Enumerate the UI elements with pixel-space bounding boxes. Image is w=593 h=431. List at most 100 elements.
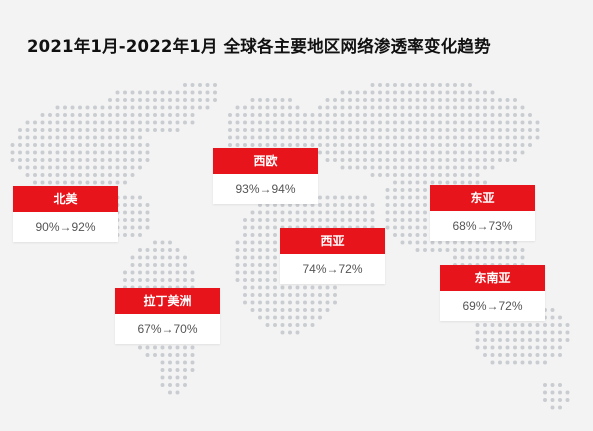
map-dot (130, 263, 135, 267)
map-dot (550, 398, 555, 402)
map-dot (400, 83, 405, 87)
map-dot (393, 150, 397, 155)
map-dot (175, 128, 180, 132)
map-dot (160, 360, 165, 365)
map-dot (438, 113, 442, 117)
map-dot (445, 113, 450, 117)
map-dot (310, 308, 315, 312)
map-dot (513, 128, 517, 132)
map-dot (355, 158, 360, 162)
map-dot (85, 105, 90, 110)
map-dot (250, 248, 255, 252)
map-dot (123, 233, 127, 237)
map-dot (123, 113, 127, 117)
map-dot (280, 218, 285, 222)
map-dot (318, 218, 322, 222)
map-dot (250, 105, 255, 110)
map-dot (168, 390, 172, 395)
map-dot (415, 113, 420, 117)
map-dot (475, 330, 480, 335)
map-dot (423, 128, 427, 132)
map-dot (445, 143, 450, 147)
map-dot (168, 105, 172, 110)
map-dot (408, 165, 412, 170)
map-dot (535, 323, 540, 327)
map-dot (408, 180, 412, 185)
map-dot (265, 293, 270, 297)
map-dot (100, 105, 105, 110)
map-dot (258, 218, 262, 222)
map-dot (250, 210, 255, 215)
map-dot (85, 158, 90, 162)
map-dot (258, 285, 262, 290)
map-dot (175, 360, 180, 365)
map-dot (160, 383, 165, 387)
map-dot (535, 330, 540, 335)
map-dot (243, 255, 247, 260)
map-dot (498, 360, 502, 365)
map-dot (183, 120, 187, 125)
map-dot (550, 330, 555, 335)
map-dot (513, 143, 517, 147)
map-dot (505, 323, 510, 327)
map-dot (438, 158, 442, 162)
map-dot (423, 233, 427, 237)
map-dot (258, 105, 262, 110)
map-dot (273, 323, 277, 327)
map-dot (445, 83, 450, 87)
map-dot (288, 308, 292, 312)
map-dot (265, 263, 270, 267)
map-dot (318, 300, 322, 305)
map-dot (483, 105, 487, 110)
map-dot (513, 105, 517, 110)
map-dot (340, 203, 345, 207)
map-dot (280, 113, 285, 117)
map-dot (265, 218, 270, 222)
map-dot (385, 203, 390, 207)
map-dot (415, 248, 420, 252)
map-dot (460, 135, 465, 140)
map-dot (543, 330, 547, 335)
map-dot (288, 113, 292, 117)
map-dot (348, 105, 352, 110)
map-dot (408, 135, 412, 140)
map-dot (513, 248, 517, 252)
map-dot (265, 113, 270, 117)
map-dot (168, 353, 172, 357)
map-dot (333, 135, 337, 140)
map-dot (280, 128, 285, 132)
map-dot (70, 113, 75, 117)
map-dot (453, 105, 457, 110)
map-dot (423, 188, 427, 192)
map-dot (505, 338, 510, 342)
map-dot (123, 120, 127, 125)
map-dot (93, 113, 97, 117)
map-dot (273, 255, 277, 260)
map-dot (25, 135, 30, 140)
map-dot (168, 383, 172, 387)
map-dot (145, 90, 150, 95)
map-dot (250, 278, 255, 282)
map-dot (288, 300, 292, 305)
map-dot (175, 263, 180, 267)
map-dot (513, 345, 517, 350)
map-dot (213, 98, 217, 102)
map-dot (138, 128, 142, 132)
map-dot (333, 203, 337, 207)
map-dot (438, 128, 442, 132)
map-dot (160, 375, 165, 380)
map-dot (415, 143, 420, 147)
map-dot (108, 173, 112, 177)
map-dot (370, 120, 375, 125)
map-dot (468, 90, 472, 95)
map-dot (190, 90, 195, 95)
map-dot (445, 120, 450, 125)
map-dot (490, 323, 495, 327)
map-dot (400, 225, 405, 230)
map-dot (265, 255, 270, 260)
map-dot (145, 278, 150, 282)
map-dot (123, 203, 127, 207)
map-dot (483, 330, 487, 335)
map-dot (415, 173, 420, 177)
map-dot (355, 90, 360, 95)
